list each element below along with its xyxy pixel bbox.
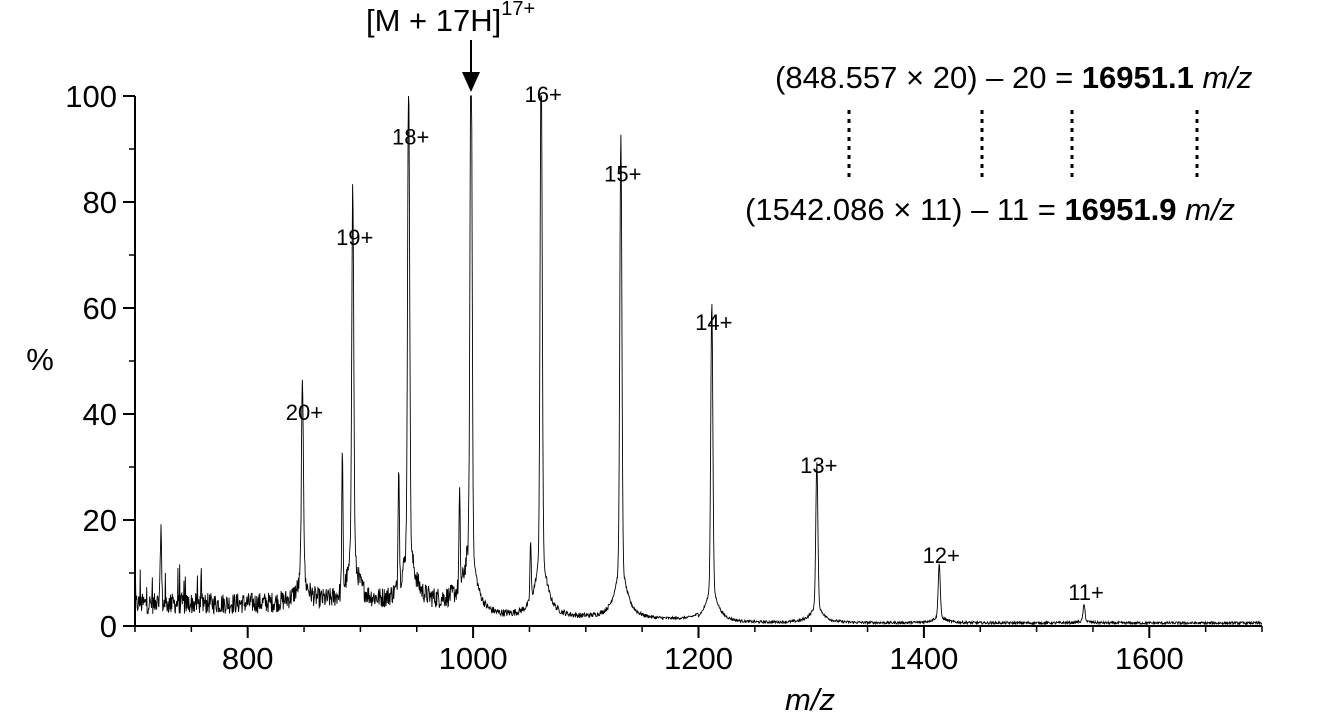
x-tick-label: 1000 [439,641,508,676]
peak-label-16plus: 16+ [525,82,562,107]
y-tick-label: 0 [100,609,117,644]
top-ion-callout: [M + 17H]17+ [366,0,535,92]
equation-2: (1542.086 × 11) – 11 = 16951.9 m/z [745,192,1236,227]
peak-label-11plus: 11+ [1068,580,1104,605]
x-tick-label: 1200 [664,641,733,676]
x-tick-label: 1400 [889,641,958,676]
equation-block: (848.557 × 20) – 20 = 16951.1 m/z (1542.… [745,60,1253,227]
peak-label-19plus: 19+ [336,225,373,250]
y-tick-label: 60 [83,291,117,326]
top-ion-arrow-head [462,72,480,92]
spectrum-trace [134,95,1263,626]
x-axis-title: m/z [785,682,835,717]
peak-label-15plus: 15+ [604,161,641,186]
x-tick-label: 800 [222,641,274,676]
equation-1: (848.557 × 20) – 20 = 16951.1 m/z [775,60,1253,95]
y-tick-label: 100 [65,79,117,114]
x-tick-label: 1600 [1115,641,1184,676]
y-axis-title: % [26,342,54,377]
top-ion-label: [M + 17H]17+ [366,0,535,38]
axes: 0 20 40 60 80 100 800 1000 1200 1400 1600 [65,79,1263,676]
y-tick-label: 40 [83,397,117,432]
plot-area [134,95,1263,626]
peak-label-13plus: 13+ [800,453,837,478]
peak-label-12plus: 12+ [923,543,960,568]
peak-label-14plus: 14+ [695,310,732,335]
peak-label-18plus: 18+ [392,124,429,149]
peak-label-20plus: 20+ [286,400,323,425]
y-tick-label: 80 [83,185,117,220]
peak-labels: 20+ 19+ 18+ 16+ 15+ 14+ 13+ 12+ 11+ [286,82,1104,605]
y-tick-label: 20 [83,503,117,538]
